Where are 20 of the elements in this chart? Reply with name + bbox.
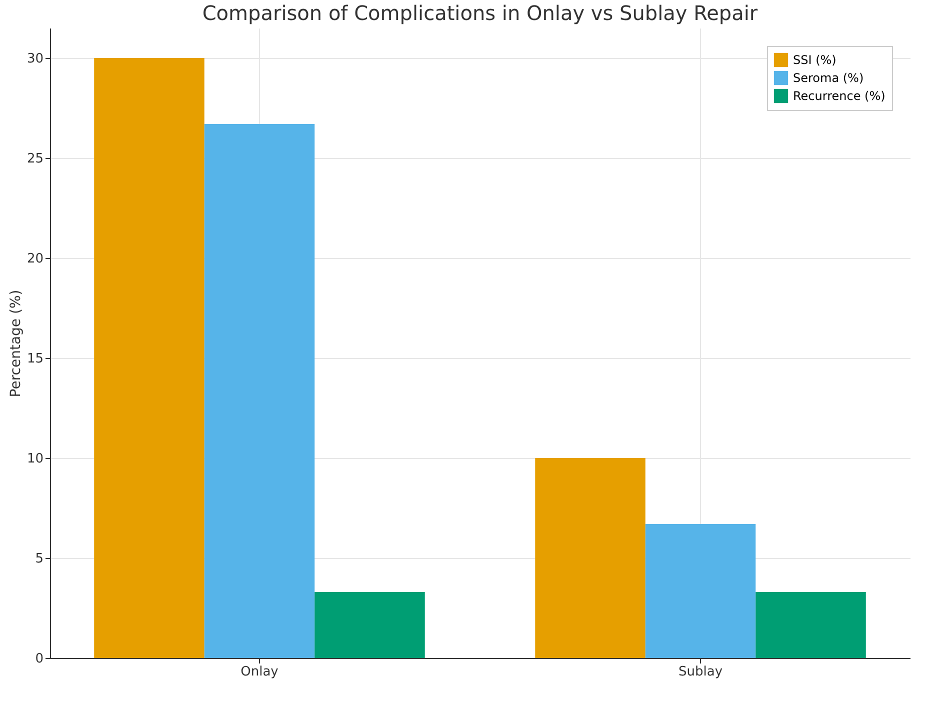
legend-label: Seroma (%) — [793, 71, 864, 85]
x-tick-label: Onlay — [240, 664, 279, 680]
bar — [94, 58, 204, 658]
bar — [535, 458, 646, 658]
y-tick-label: 0 — [35, 652, 44, 666]
y-tick-label: 10 — [26, 452, 44, 466]
bar — [314, 592, 425, 658]
y-tick-label: 5 — [35, 552, 44, 566]
legend-label: Recurrence (%) — [793, 89, 886, 103]
chart-title: Comparison of Complications in Onlay vs Sublay Repair — [202, 1, 758, 25]
y-tick-label: 15 — [26, 352, 44, 366]
bar — [645, 524, 756, 658]
y-tick-label: 25 — [26, 152, 44, 166]
bar — [204, 124, 315, 658]
y-tick-label: 30 — [26, 52, 44, 66]
y-axis-title: Percentage (%) — [8, 290, 24, 398]
y-tick-label: 20 — [26, 252, 44, 266]
bar — [756, 592, 866, 658]
legend-label: SSI (%) — [793, 53, 836, 67]
x-tick-label: Sublay — [678, 664, 723, 680]
